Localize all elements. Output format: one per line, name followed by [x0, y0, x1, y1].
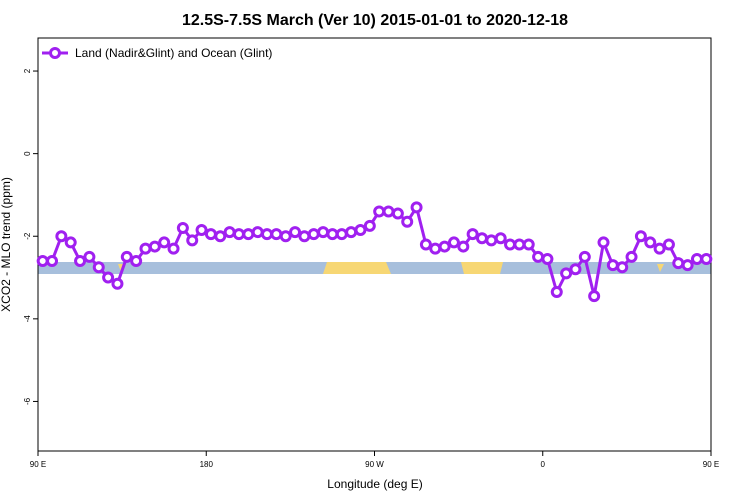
data-point — [541, 252, 554, 265]
data-point — [279, 230, 292, 243]
data-point — [475, 232, 488, 245]
data-point — [419, 238, 432, 251]
data-point — [36, 255, 49, 268]
data-point — [597, 236, 610, 249]
data-point — [672, 257, 685, 270]
data-point — [550, 285, 563, 298]
y-tick-label: 0 — [23, 151, 32, 156]
data-point — [494, 232, 507, 245]
x-tick-label: 180 — [200, 460, 214, 469]
data-point — [569, 263, 582, 276]
y-tick-label: -2 — [23, 232, 32, 240]
data-point — [130, 255, 143, 268]
data-point — [251, 226, 264, 239]
data-point — [204, 228, 217, 241]
data-point — [625, 250, 638, 263]
data-point — [46, 255, 59, 268]
data-point — [214, 230, 227, 243]
land-patch — [657, 264, 664, 272]
data-point — [186, 234, 199, 247]
data-point — [644, 236, 657, 249]
data-point — [578, 250, 591, 263]
data-point — [92, 261, 105, 274]
data-point — [429, 242, 442, 255]
data-point — [242, 228, 255, 241]
data-point — [335, 228, 348, 241]
data-point — [373, 205, 386, 218]
data-point — [307, 228, 320, 241]
data-point — [653, 242, 666, 255]
data-point — [588, 290, 601, 303]
legend: Land (Nadir&Glint) and Ocean (Glint) — [42, 46, 272, 60]
x-axis: 90 E 180 90 W 0 90 E — [30, 451, 719, 469]
y-tick-label: -4 — [23, 315, 32, 323]
data-point — [111, 277, 124, 290]
data-point — [317, 226, 330, 239]
data-point — [700, 252, 713, 265]
data-point — [466, 228, 479, 241]
data-point — [158, 236, 171, 249]
land-patch — [461, 262, 503, 274]
data-point — [485, 234, 498, 247]
y-axis-label: XCO2 - MLO trend (ppm) — [0, 177, 13, 312]
data-point — [447, 236, 460, 249]
legend-label: Land (Nadir&Glint) and Ocean (Glint) — [75, 46, 272, 60]
data-point — [560, 267, 573, 280]
data-point — [232, 228, 245, 241]
data-point — [410, 201, 423, 214]
x-tick-label: 90 E — [703, 460, 719, 469]
chart-title: 12.5S-7.5S March (Ver 10) 2015-01-01 to … — [182, 12, 568, 29]
data-point — [662, 238, 675, 251]
data-point — [606, 259, 619, 272]
data-point — [345, 226, 358, 239]
data-point — [690, 252, 703, 265]
data-point — [438, 240, 451, 253]
y-axis: 2 0 -2 -4 -6 — [23, 68, 38, 405]
data-point — [681, 259, 694, 272]
data-point — [223, 226, 236, 239]
data-point — [195, 224, 208, 237]
data-point — [289, 226, 302, 239]
x-tick-label: 0 — [541, 460, 546, 469]
data-point — [522, 238, 535, 251]
data-point — [83, 250, 96, 263]
y-tick-label: -6 — [23, 397, 32, 405]
x-tick-label: 90 W — [365, 460, 384, 469]
data-point — [401, 215, 414, 228]
data-point — [102, 271, 115, 284]
x-tick-label: 90 E — [30, 460, 46, 469]
data-point — [382, 205, 395, 218]
data-point — [532, 250, 545, 263]
data-point — [634, 230, 647, 243]
data-point — [298, 230, 311, 243]
data-point — [457, 240, 470, 253]
y-tick-label: 2 — [23, 68, 32, 73]
data-point — [270, 228, 283, 241]
data-point — [504, 238, 517, 251]
series-layer — [36, 201, 713, 303]
data-point — [326, 228, 339, 241]
data-point — [64, 236, 77, 249]
data-point — [354, 224, 367, 237]
data-point — [139, 242, 152, 255]
data-point — [261, 228, 274, 241]
data-point — [363, 219, 376, 232]
data-point — [74, 255, 87, 268]
data-point — [148, 240, 161, 253]
data-point — [55, 230, 68, 243]
data-point — [176, 221, 189, 234]
data-point — [120, 250, 133, 263]
x-axis-label: Longitude (deg E) — [327, 477, 422, 491]
data-point — [391, 207, 404, 220]
data-point — [513, 238, 526, 251]
land-patch — [323, 262, 391, 274]
data-point — [616, 261, 629, 274]
legend-marker — [49, 47, 61, 59]
data-point — [167, 242, 180, 255]
plot-frame — [37, 37, 712, 452]
